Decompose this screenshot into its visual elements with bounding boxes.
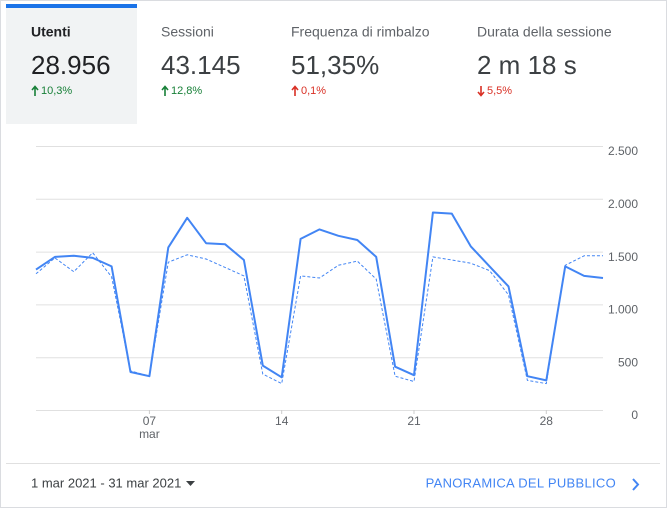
y-tick-label: 2.500 <box>608 144 638 158</box>
dropdown-arrow[interactable] <box>186 481 195 486</box>
date-range[interactable]: 1 mar 2021 - 31 mar 2021 <box>31 475 181 490</box>
tab-label: Durata della sessione <box>477 24 612 40</box>
trend-arrow <box>291 85 299 96</box>
tab-label: Sessioni <box>161 24 214 40</box>
y-tick-label: 0 <box>631 408 638 422</box>
chevron[interactable] <box>632 478 640 491</box>
y-tick-label: 500 <box>618 355 638 369</box>
tab-value: 43.145 <box>161 50 241 80</box>
x-month-label: mar <box>139 427 160 441</box>
trend-arrow <box>31 85 39 96</box>
tab-change: 5,5% <box>487 85 512 97</box>
tab-value: 2 m 18 s <box>477 50 577 80</box>
selected-tab-bar <box>6 4 137 8</box>
tab-change: 0,1% <box>301 85 326 97</box>
tab-change: 12,8% <box>171 85 202 97</box>
tab-change: 10,3% <box>41 85 72 97</box>
y-tick-label: 2.000 <box>608 197 638 211</box>
x-tick-label: 14 <box>275 414 289 428</box>
tab-value: 51,35% <box>291 50 379 80</box>
selected-tab-bg <box>6 4 137 124</box>
y-tick-label: 1.500 <box>608 250 638 264</box>
tab-value: 28.956 <box>31 50 111 80</box>
x-tick-label: 28 <box>540 414 554 428</box>
tab-label: Frequenza di rimbalzo <box>291 24 430 40</box>
x-tick-label: 21 <box>407 414 421 428</box>
tab-label: Utenti <box>31 24 71 40</box>
x-tick-label: 07 <box>143 414 157 428</box>
y-tick-label: 1.000 <box>608 303 638 317</box>
audience-link[interactable]: PANORAMICA DEL PUBBLICO <box>426 475 616 490</box>
trend-arrow <box>477 86 485 97</box>
series-line <box>35 211 604 382</box>
trend-arrow <box>161 85 169 96</box>
